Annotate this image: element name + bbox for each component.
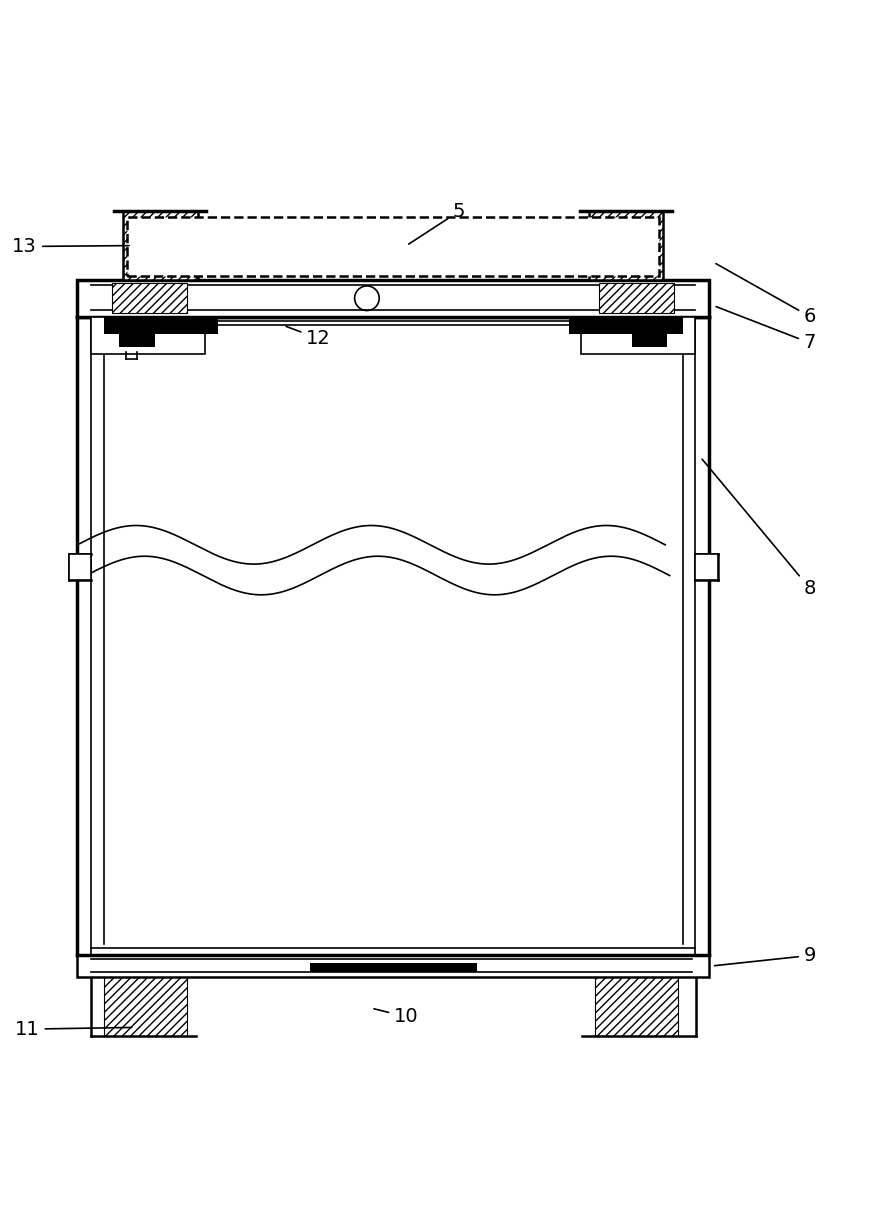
Bar xyxy=(589,212,663,279)
Bar xyxy=(103,973,187,1036)
Bar xyxy=(123,212,198,279)
Bar xyxy=(78,954,709,977)
Text: 8: 8 xyxy=(702,459,816,598)
Bar xyxy=(310,963,477,972)
Text: 13: 13 xyxy=(12,237,129,256)
Bar xyxy=(119,333,155,347)
Bar xyxy=(632,333,667,347)
Text: 12: 12 xyxy=(286,326,331,348)
Text: 11: 11 xyxy=(15,1020,132,1038)
Bar xyxy=(569,316,683,335)
Bar xyxy=(69,554,92,579)
Text: 5: 5 xyxy=(409,202,465,244)
Bar xyxy=(123,212,198,279)
Bar xyxy=(589,212,663,279)
Text: 6: 6 xyxy=(716,263,816,326)
Bar xyxy=(581,316,695,353)
Text: 9: 9 xyxy=(714,946,816,966)
Bar xyxy=(600,283,674,314)
Bar xyxy=(112,283,187,314)
Bar xyxy=(127,216,659,277)
Bar xyxy=(595,973,678,1036)
Bar xyxy=(103,316,218,335)
Bar xyxy=(78,279,709,316)
Bar xyxy=(92,316,206,353)
Text: 10: 10 xyxy=(374,1007,419,1026)
Bar xyxy=(695,554,718,579)
Text: 7: 7 xyxy=(716,306,816,353)
